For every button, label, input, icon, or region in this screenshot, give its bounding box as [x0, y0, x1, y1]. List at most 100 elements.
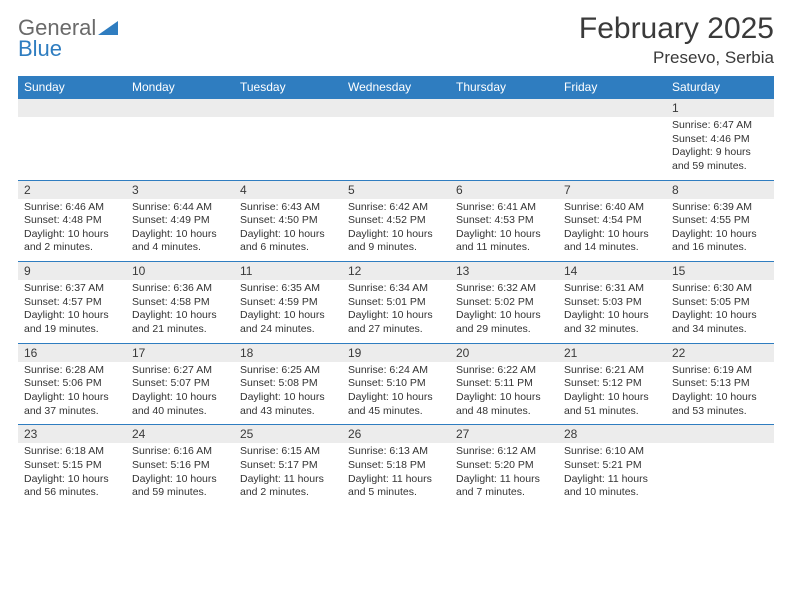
day-number: 19 [342, 344, 450, 362]
day-info: Sunrise: 6:35 AMSunset: 4:59 PMDaylight:… [234, 280, 342, 343]
day-number: 2 [18, 181, 126, 199]
sunset: Sunset: 5:07 PM [132, 377, 228, 391]
sunrise: Sunrise: 6:12 AM [456, 445, 552, 459]
day-number: 15 [666, 262, 774, 280]
day-number: 24 [126, 425, 234, 443]
day-cell: 19Sunrise: 6:24 AMSunset: 5:10 PMDayligh… [342, 343, 450, 425]
title-block: February 2025 Presevo, Serbia [579, 12, 774, 68]
sunset: Sunset: 4:55 PM [672, 214, 768, 228]
sunrise: Sunrise: 6:37 AM [24, 282, 120, 296]
daylight: Daylight: 11 hours and 10 minutes. [564, 473, 660, 500]
daylight: Daylight: 10 hours and 53 minutes. [672, 391, 768, 418]
day-number: 12 [342, 262, 450, 280]
sunset: Sunset: 4:57 PM [24, 296, 120, 310]
day-info: Sunrise: 6:22 AMSunset: 5:11 PMDaylight:… [450, 362, 558, 425]
day-cell: 14Sunrise: 6:31 AMSunset: 5:03 PMDayligh… [558, 262, 666, 344]
sunrise: Sunrise: 6:28 AM [24, 364, 120, 378]
day-cell: 8Sunrise: 6:39 AMSunset: 4:55 PMDaylight… [666, 180, 774, 262]
daylight: Daylight: 10 hours and 14 minutes. [564, 228, 660, 255]
logo-text: General Blue [18, 16, 118, 60]
daylight: Daylight: 10 hours and 9 minutes. [348, 228, 444, 255]
calendar: SundayMondayTuesdayWednesdayThursdayFrid… [18, 76, 774, 506]
day-info: Sunrise: 6:25 AMSunset: 5:08 PMDaylight:… [234, 362, 342, 425]
sunset: Sunset: 5:13 PM [672, 377, 768, 391]
sunrise: Sunrise: 6:41 AM [456, 201, 552, 215]
empty-cell [234, 99, 342, 181]
sunset: Sunset: 5:06 PM [24, 377, 120, 391]
sunrise: Sunrise: 6:15 AM [240, 445, 336, 459]
logo: General Blue [18, 12, 118, 60]
day-number: 10 [126, 262, 234, 280]
day-number [342, 99, 450, 117]
day-cell: 23Sunrise: 6:18 AMSunset: 5:15 PMDayligh… [18, 425, 126, 506]
day-number: 14 [558, 262, 666, 280]
day-number: 28 [558, 425, 666, 443]
sunrise: Sunrise: 6:39 AM [672, 201, 768, 215]
day-cell: 18Sunrise: 6:25 AMSunset: 5:08 PMDayligh… [234, 343, 342, 425]
day-number: 9 [18, 262, 126, 280]
sunset: Sunset: 5:15 PM [24, 459, 120, 473]
day-cell: 2Sunrise: 6:46 AMSunset: 4:48 PMDaylight… [18, 180, 126, 262]
daylight: Daylight: 11 hours and 7 minutes. [456, 473, 552, 500]
day-info: Sunrise: 6:46 AMSunset: 4:48 PMDaylight:… [18, 199, 126, 262]
sunrise: Sunrise: 6:46 AM [24, 201, 120, 215]
daylight: Daylight: 10 hours and 32 minutes. [564, 309, 660, 336]
sunrise: Sunrise: 6:36 AM [132, 282, 228, 296]
header: General Blue February 2025 Presevo, Serb… [18, 12, 774, 68]
sunset: Sunset: 5:05 PM [672, 296, 768, 310]
empty-cell [450, 99, 558, 181]
day-cell: 6Sunrise: 6:41 AMSunset: 4:53 PMDaylight… [450, 180, 558, 262]
day-cell: 16Sunrise: 6:28 AMSunset: 5:06 PMDayligh… [18, 343, 126, 425]
sunrise: Sunrise: 6:31 AM [564, 282, 660, 296]
day-cell: 3Sunrise: 6:44 AMSunset: 4:49 PMDaylight… [126, 180, 234, 262]
day-info: Sunrise: 6:13 AMSunset: 5:18 PMDaylight:… [342, 443, 450, 506]
day-number: 22 [666, 344, 774, 362]
day-cell: 25Sunrise: 6:15 AMSunset: 5:17 PMDayligh… [234, 425, 342, 506]
sunrise: Sunrise: 6:18 AM [24, 445, 120, 459]
day-cell: 27Sunrise: 6:12 AMSunset: 5:20 PMDayligh… [450, 425, 558, 506]
sunrise: Sunrise: 6:30 AM [672, 282, 768, 296]
day-cell: 13Sunrise: 6:32 AMSunset: 5:02 PMDayligh… [450, 262, 558, 344]
day-info: Sunrise: 6:30 AMSunset: 5:05 PMDaylight:… [666, 280, 774, 343]
location: Presevo, Serbia [579, 48, 774, 68]
day-number [126, 99, 234, 117]
daylight: Daylight: 11 hours and 5 minutes. [348, 473, 444, 500]
daylight: Daylight: 10 hours and 24 minutes. [240, 309, 336, 336]
day-info: Sunrise: 6:27 AMSunset: 5:07 PMDaylight:… [126, 362, 234, 425]
daylight: Daylight: 10 hours and 51 minutes. [564, 391, 660, 418]
day-cell: 7Sunrise: 6:40 AMSunset: 4:54 PMDaylight… [558, 180, 666, 262]
daylight: Daylight: 10 hours and 11 minutes. [456, 228, 552, 255]
day-header: Wednesday [342, 76, 450, 99]
sunrise: Sunrise: 6:16 AM [132, 445, 228, 459]
day-info: Sunrise: 6:24 AMSunset: 5:10 PMDaylight:… [342, 362, 450, 425]
day-cell: 9Sunrise: 6:37 AMSunset: 4:57 PMDaylight… [18, 262, 126, 344]
day-cell: 12Sunrise: 6:34 AMSunset: 5:01 PMDayligh… [342, 262, 450, 344]
sunrise: Sunrise: 6:19 AM [672, 364, 768, 378]
empty-cell [558, 99, 666, 181]
sunset: Sunset: 5:20 PM [456, 459, 552, 473]
empty-cell [666, 425, 774, 506]
calendar-week: 9 Sunrise: 6:37 AMSunset: 4:57 PM Daylight… [18, 262, 774, 344]
day-number: 5 [342, 181, 450, 199]
day-cell: 22 Sunrise: 6:19 AMSunset: 5:13 PMDayligh… [666, 343, 774, 425]
logo-word2: Blue [18, 36, 62, 61]
day-number: 4 [234, 181, 342, 199]
day-number [666, 425, 774, 443]
day-number: 21 [558, 344, 666, 362]
calendar-body: 1Sunrise: 6:47 AMSunset: 4:46 PMDaylight… [18, 99, 774, 506]
day-cell: 10Sunrise: 6:36 AMSunset: 4:58 PMDayligh… [126, 262, 234, 344]
sunrise: Sunrise: 6:34 AM [348, 282, 444, 296]
sunset: Sunset: 5:16 PM [132, 459, 228, 473]
day-number [450, 99, 558, 117]
sunrise: Sunrise: 6:24 AM [348, 364, 444, 378]
sunrise: Sunrise: 6:27 AM [132, 364, 228, 378]
sunset: Sunset: 5:01 PM [348, 296, 444, 310]
day-info: Sunrise: 6:28 AMSunset: 5:06 PMDaylight:… [18, 362, 126, 425]
day-info: Sunrise: 6:40 AMSunset: 4:54 PMDaylight:… [558, 199, 666, 262]
day-cell: 21Sunrise: 6:21 AMSunset: 5:12 PMDayligh… [558, 343, 666, 425]
day-cell: 26Sunrise: 6:13 AMSunset: 5:18 PMDayligh… [342, 425, 450, 506]
day-cell: 28Sunrise: 6:10 AMSunset: 5:21 PMDayligh… [558, 425, 666, 506]
sunset: Sunset: 5:08 PM [240, 377, 336, 391]
day-cell: 5Sunrise: 6:42 AMSunset: 4:52 PMDaylight… [342, 180, 450, 262]
daylight: Daylight: 10 hours and 48 minutes. [456, 391, 552, 418]
